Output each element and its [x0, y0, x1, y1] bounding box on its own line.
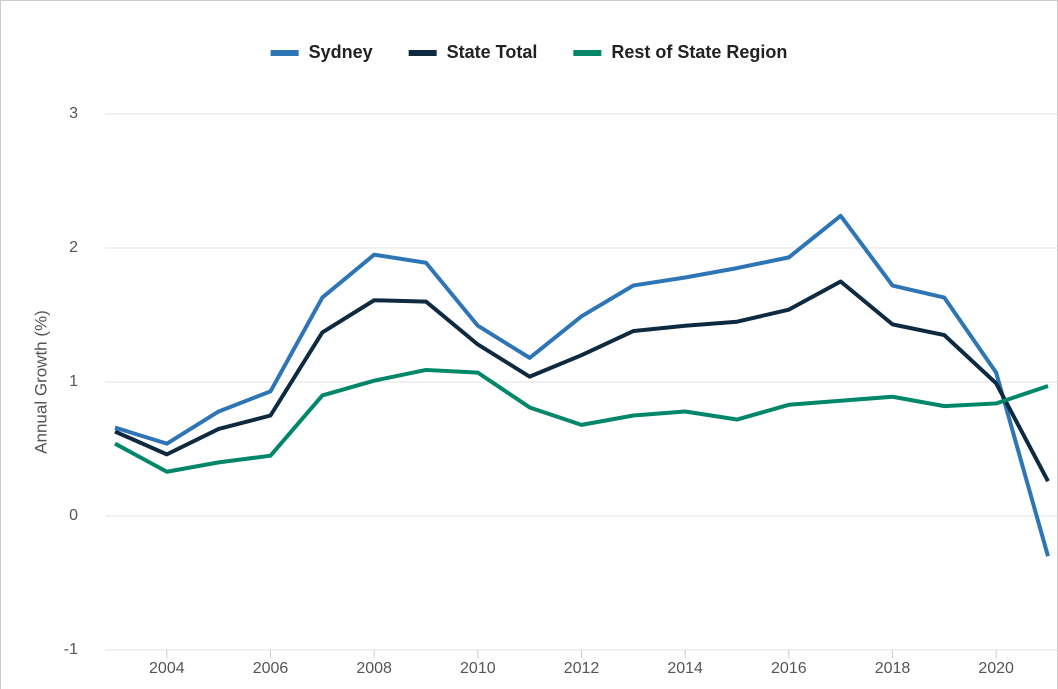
- x-tick-label: 2016: [771, 660, 807, 677]
- legend: Sydney State Total Rest of State Region: [270, 42, 787, 62]
- x-tick-label: 2008: [356, 660, 392, 677]
- x-tick-label: 2020: [978, 660, 1014, 677]
- legend-label: Sydney: [309, 42, 373, 62]
- x-tick-label: 2014: [667, 660, 703, 677]
- y-tick-label: 3: [69, 105, 78, 122]
- y-tick-label: 1: [69, 373, 78, 390]
- x-tick-label: 2018: [875, 660, 911, 677]
- series-line: [114, 367, 1049, 474]
- x-tick-label: 2010: [460, 660, 496, 677]
- x-tick-label: 2004: [149, 660, 185, 677]
- y-tick-label: 2: [69, 239, 78, 256]
- y-tick-label: 0: [69, 507, 78, 524]
- series-line: [114, 213, 1050, 557]
- x-tick-label: 2012: [564, 660, 600, 677]
- x-tick-label: 2006: [253, 660, 289, 677]
- series-line: [114, 279, 1050, 483]
- y-tick-label: -1: [64, 641, 78, 658]
- y-axis-label: Annual Growth (%): [31, 310, 50, 454]
- legend-label: State Total: [447, 42, 538, 62]
- legend-label: Rest of State Region: [611, 42, 787, 62]
